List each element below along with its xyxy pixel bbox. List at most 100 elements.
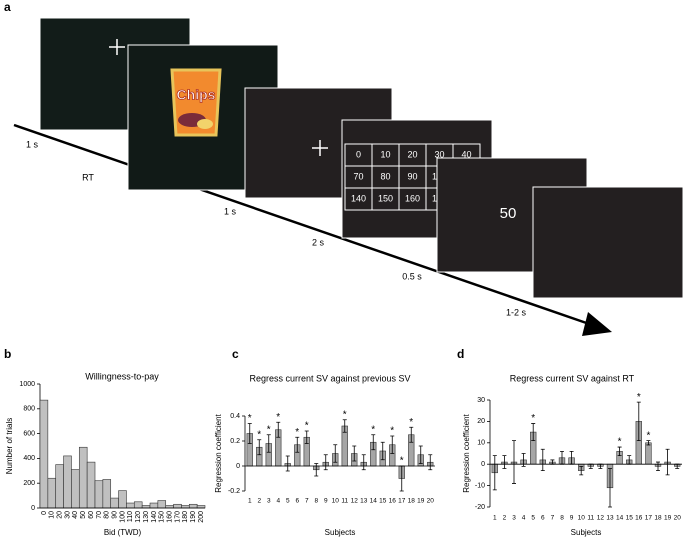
significance: * [267,424,271,435]
error-bar [295,436,300,453]
error-bar [608,468,612,508]
error-bar [540,448,545,472]
bar [71,469,80,509]
chart-title: Regress current SV against RT [510,373,635,383]
error-bar [665,448,670,476]
x-tick-label: 5 [286,498,290,505]
significance: * [390,426,394,437]
x-axis-label: Bid (TWD) [104,528,142,537]
x-tick-label: 14 [616,515,624,522]
significance: * [305,421,309,432]
bar [173,503,182,509]
duration: 2 s [312,237,325,247]
x-axis-label: Subjects [325,528,356,537]
error-bar [342,419,347,433]
x-tick-label: 3 [267,498,271,505]
x-tick-label: 11 [587,515,594,522]
significance: * [637,392,641,403]
error-bar [428,454,433,471]
significance: * [371,424,375,435]
significance: * [400,456,404,467]
y-tick-label: 0.2 [230,438,240,445]
panel-label: b [4,347,11,361]
error-bar [380,441,385,461]
x-tick-label: 4 [522,515,526,522]
error-bar [646,440,651,446]
y-tick-label: 20 [477,418,485,425]
grid-number: 140 [351,193,366,203]
grid-number: 90 [407,171,417,181]
grid-number: 30 [434,149,444,159]
error-bar [636,401,641,442]
error-bar [390,435,395,454]
x-tick-label: 2 [503,515,507,522]
grid-number: 80 [380,171,390,181]
x-tick-label: 110 [127,511,134,522]
duration: 1 s [26,139,39,149]
y-tick-label: -10 [475,482,485,489]
bar [126,502,135,509]
duration: 1-2 s [506,307,527,317]
x-tick-label: 7 [305,498,309,505]
x-tick-label: 160 [166,511,173,523]
grid-number: 0 [356,149,361,159]
y-tick-label: 0.4 [230,413,240,420]
bar [63,455,72,509]
x-axis-label: Subjects [571,528,602,537]
x-tick-label: 180 [182,511,189,523]
grid-number: 40 [461,149,471,159]
y-axis-label: Number of trials [5,418,14,474]
error-bar [656,461,660,472]
error-bar [247,423,252,444]
x-tick-label: 20 [674,515,682,522]
x-tick-label: 60 [88,511,95,519]
duration: 1 s [224,206,237,216]
error-bar [409,426,414,443]
bar [149,502,159,509]
x-tick-label: 40 [72,511,79,519]
bar [110,497,119,509]
grid-number: 150 [378,193,393,203]
y-tick-label: 200 [23,480,35,487]
x-tick-label: 17 [398,498,406,505]
x-tick-label: 190 [190,511,197,523]
chart-title: Willingness-to-pay [85,371,159,381]
significance: * [257,429,261,440]
arrow-head [582,312,612,336]
y-axis-label: Regression coefficient [462,413,471,492]
y-tick-label: 10 [477,440,485,447]
x-tick-label: 80 [104,511,111,519]
time-arrow [13,123,599,329]
significance: * [343,409,347,420]
x-tick-label: 6 [295,498,299,505]
x-tick-label: 6 [541,515,545,522]
grid-number: 160 [405,193,420,203]
x-tick-label: 130 [143,511,150,523]
error-bar [531,423,536,442]
panel-label: d [457,347,464,361]
x-tick-label: 50 [80,511,87,519]
x-tick-label: 10 [578,515,586,522]
y-tick-label: 1000 [19,381,35,388]
error-bar [361,454,366,471]
y-tick-label: -20 [475,504,485,511]
bar [102,479,112,509]
x-tick-label: 140 [151,511,158,523]
x-tick-label: 14 [370,498,378,505]
x-tick-label: 8 [314,498,318,505]
brand: Chips [177,87,216,103]
y-tick-label: 0 [481,461,485,468]
x-tick-label: 30 [64,511,71,519]
significance: * [646,430,650,441]
error-bar [323,454,328,471]
panel-label: a [4,0,11,14]
error-bar [502,455,507,469]
bar [78,446,88,509]
bar [157,500,167,509]
significance: * [531,413,535,424]
bar [133,501,143,509]
chart-title: Regress current SV against previous SV [249,373,410,383]
chips-bag: Chips [170,68,222,137]
x-tick-label: 16 [635,515,643,522]
y-tick-label: 800 [23,406,35,413]
